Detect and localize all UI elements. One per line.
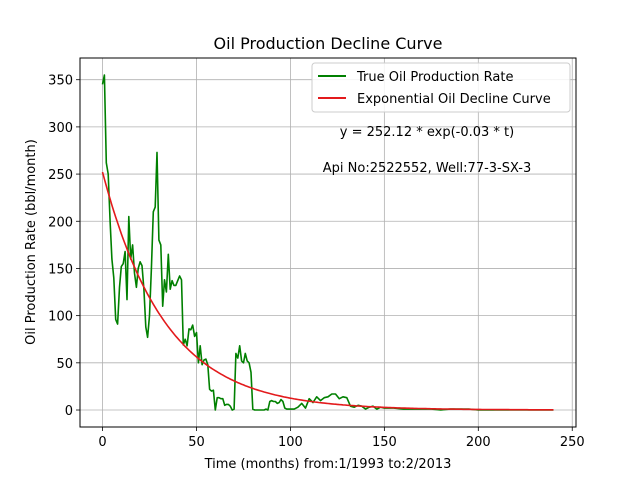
x-tick-label: 200 (466, 435, 491, 450)
plot-series (101, 74, 554, 411)
y-tick-label: 300 (48, 121, 73, 136)
legend-label-true-rate: True Oil Production Rate (356, 70, 513, 85)
y-tick-label: 100 (48, 310, 73, 325)
x-tick-label: 0 (98, 435, 106, 450)
y-tick-label: 200 (48, 215, 73, 230)
fit-equation-annotation: y = 252.12 * exp(-0.03 * t) (340, 125, 514, 140)
x-axis-ticks: 0 50 100 150 200 250 (98, 427, 585, 450)
plot-frame (79, 57, 577, 428)
legend: True Oil Production Rate Exponential Oil… (311, 62, 571, 113)
y-axis-label: Oil Production Rate (bbl/month) (24, 139, 39, 345)
chart-title: Oil Production Decline Curve (214, 34, 443, 53)
x-tick-label: 100 (278, 435, 303, 450)
x-tick-label: 150 (372, 435, 397, 450)
y-axis-ticks: 0 50 100 150 200 250 300 350 (48, 74, 80, 419)
x-axis-label: Time (months) from:1/1993 to:2/2013 (204, 457, 452, 472)
well-info-annotation: Api No:2522552, Well:77-3-SX-3 (323, 161, 531, 176)
y-tick-label: 350 (48, 74, 73, 89)
series-exponential-decline-curve (101, 171, 554, 411)
legend-label-decline-curve: Exponential Oil Decline Curve (357, 92, 551, 107)
x-tick-label: 250 (560, 435, 585, 450)
y-tick-label: 0 (65, 404, 73, 419)
legend-box (311, 62, 571, 113)
y-tick-label: 150 (48, 262, 73, 277)
x-tick-label: 50 (188, 435, 205, 450)
y-tick-label: 250 (48, 168, 73, 183)
y-tick-label: 50 (56, 357, 73, 372)
